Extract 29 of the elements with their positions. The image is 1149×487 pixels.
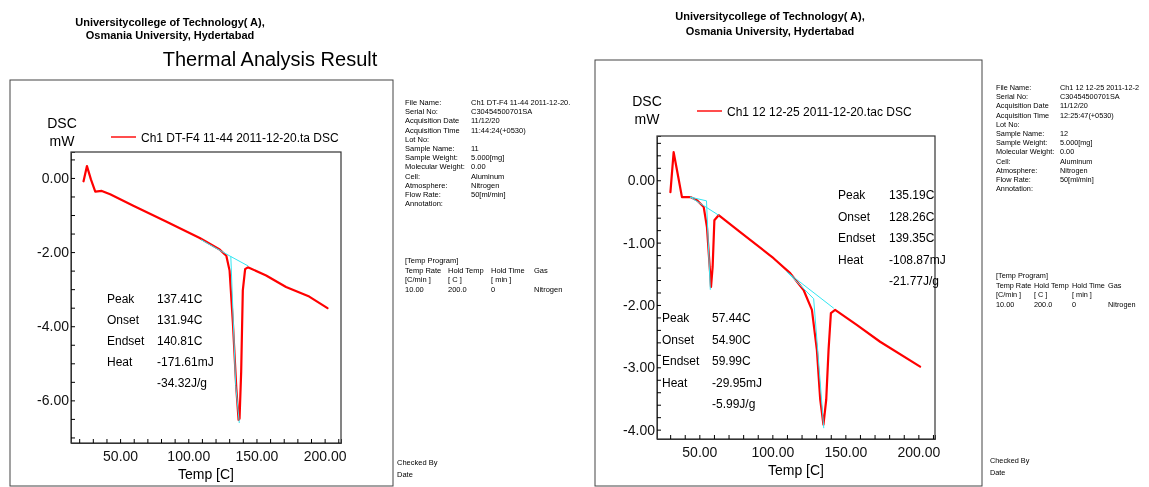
y-axis-title: DSC mW	[47, 115, 77, 149]
chart-title: Universitycollege of Technology( A), Osmania University, Hydertabad	[675, 10, 865, 37]
x-axis-title: Temp [C]	[767, 462, 825, 478]
legend-label: Ch1 12 12-25 2011-12-20.tac DSC	[727, 104, 912, 119]
y-tick-label: 0.00	[627, 172, 656, 189]
y-tick-label: 0.00	[41, 169, 70, 186]
text: Peak 135.19C Onset 128.26C Endset 139.35C Heat -108.87mJ -21.77J/g	[838, 188, 946, 288]
y-tick-label: -2.00	[37, 244, 70, 261]
chart-title: Thermal Analysis Result	[162, 48, 378, 70]
x-tick-label: 50.00	[682, 443, 718, 460]
x-tick-label: 150.00	[824, 443, 868, 460]
legend-label: Ch1 DT-F4 11-44 2011-12-20.ta DSC	[141, 130, 339, 145]
x-tick-label: 100.00	[167, 447, 211, 464]
text: Peak 57.44C Onset 54.90C Endset 59.99C Heat -29.95mJ -5.99J/g	[662, 311, 763, 411]
y-tick-label: -3.00	[623, 359, 656, 376]
x-tick-label: 100.00	[751, 443, 795, 460]
y-tick-label: -6.00	[37, 392, 70, 409]
x-axis-title: Temp [C]	[177, 466, 235, 482]
y-axis-title: DSC mW	[632, 93, 662, 127]
text: Peak 137.41C Onset 131.94C Endset 140.81C Heat -171.61mJ -34.32J/g	[107, 292, 214, 390]
y-tick-label: -2.00	[623, 296, 656, 313]
y-tick-label: -4.00	[37, 318, 70, 335]
x-tick-label: 200.00	[897, 443, 941, 460]
y-tick-label: -1.00	[623, 234, 656, 251]
chart-subtitle: Universitycollege of Technology( A), Osmania University, Hydertabad	[75, 16, 265, 41]
x-tick-label: 150.00	[235, 447, 279, 464]
y-tick-label: -4.00	[623, 421, 656, 438]
x-tick-label: 50.00	[103, 447, 139, 464]
x-tick-label: 200.00	[303, 447, 347, 464]
